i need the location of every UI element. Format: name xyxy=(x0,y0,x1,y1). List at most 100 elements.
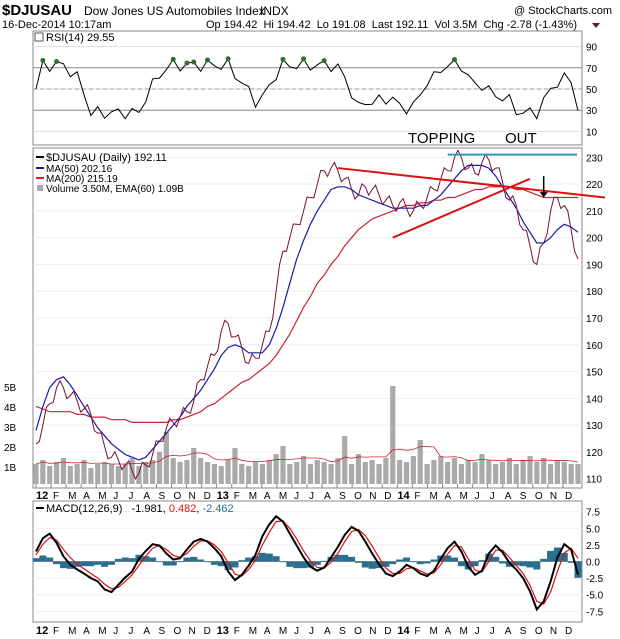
price-x-label: 13 xyxy=(217,490,229,502)
volume-tick-label: 4B xyxy=(4,403,17,414)
rsi-plot: 10 30 50 70 90 xyxy=(33,43,598,138)
price-x-label: O xyxy=(174,491,182,502)
macd-x-label: N xyxy=(189,626,196,637)
macd-x-label: M xyxy=(68,626,76,637)
macd-histogram-bar xyxy=(553,547,561,562)
price-x-label: N xyxy=(550,491,557,502)
macd-histogram-bar xyxy=(197,559,205,562)
price-tick-label: 160 xyxy=(586,341,603,352)
macd-x-label: A xyxy=(324,626,331,637)
volume-bar xyxy=(438,456,444,484)
macd-histogram-bar xyxy=(224,561,232,571)
volume-bar xyxy=(53,462,60,484)
macd-histogram-bar xyxy=(485,553,493,562)
price-x-label: M xyxy=(98,491,106,502)
volume-bar xyxy=(362,462,368,484)
macd-x-label: M xyxy=(279,626,287,637)
rsi-tick-label: 50 xyxy=(586,85,598,96)
macd-x-label: J xyxy=(309,626,314,637)
rsi-panel xyxy=(32,30,583,146)
macd-histogram-bar xyxy=(293,561,301,569)
volume-bar xyxy=(390,386,396,484)
macd-histogram-bar xyxy=(94,561,102,565)
volume-bar xyxy=(136,466,142,484)
price-x-label: O xyxy=(535,491,543,502)
macd-x-label: M xyxy=(460,626,468,637)
price-tick-label: 200 xyxy=(586,234,603,245)
volume-bar xyxy=(156,452,163,484)
volume-ema-line xyxy=(35,446,579,465)
down-arrow-icon xyxy=(539,192,548,198)
volume-bar xyxy=(348,464,355,484)
volume-bar xyxy=(397,460,403,484)
legend-volume-swatch xyxy=(37,185,43,191)
macd-x-label: M xyxy=(249,626,257,637)
macd-histogram-bar xyxy=(183,557,191,562)
volume-bar xyxy=(150,460,156,484)
volume-bar xyxy=(122,464,128,484)
macd-x-label: J xyxy=(490,626,495,637)
ma50-line xyxy=(35,164,579,461)
volume-tick-label: 2B xyxy=(4,443,17,454)
copyright: @ StockCharts.com xyxy=(514,5,612,17)
volume-bar xyxy=(534,462,540,484)
macd-histogram-bar xyxy=(300,561,308,569)
volume-bar xyxy=(458,464,464,484)
macd-histogram-bar xyxy=(409,561,417,563)
signal-line xyxy=(35,520,579,605)
volume-bar xyxy=(102,462,108,484)
volume-bar xyxy=(47,466,53,484)
macd-x-label: O xyxy=(535,626,543,637)
volume-bar xyxy=(81,460,87,484)
volume-bar xyxy=(273,454,279,484)
volume-bar xyxy=(493,464,499,484)
volume-bar xyxy=(67,466,73,484)
macd-histogram-bar xyxy=(423,561,431,564)
rsi-overbought-mark xyxy=(225,56,231,62)
down-arrow-icon xyxy=(592,23,600,28)
macd-x-label: N xyxy=(369,626,376,637)
quote-line: Op 194.42 Hi 194.42 Lo 191.08 Last 192.1… xyxy=(206,19,577,31)
volume-bar xyxy=(355,454,362,484)
macd-histogram-bar xyxy=(320,560,328,562)
price-tick-label: 210 xyxy=(586,207,603,218)
macd-histogram-bar xyxy=(245,557,253,562)
volume-bar xyxy=(424,464,430,484)
price-x-label: O xyxy=(354,491,362,502)
macd-histogram-bar xyxy=(101,561,109,567)
macd-histogram-bar xyxy=(121,557,129,562)
macd-histogram-bar xyxy=(368,561,376,569)
price-x-label: M xyxy=(279,491,287,502)
macd-histogram-bar xyxy=(32,558,40,562)
macd-x-label: S xyxy=(339,626,346,637)
price-tick-label: 150 xyxy=(586,368,603,379)
price-line xyxy=(35,149,579,481)
macd-histogram-bar xyxy=(354,561,362,563)
rsi-overbought-mark xyxy=(54,58,60,64)
volume-bar xyxy=(60,458,67,484)
price-x-label: 12 xyxy=(36,490,48,502)
price-x-label: J xyxy=(294,491,299,502)
macd-histogram-bar xyxy=(114,558,122,562)
price-x-label: N xyxy=(369,491,376,502)
macd-histogram-bar xyxy=(471,561,479,567)
macd-histogram-bar xyxy=(162,561,170,566)
price-x-label: J xyxy=(475,491,480,502)
volume-bar xyxy=(541,458,547,484)
volume-bar xyxy=(108,464,115,484)
macd-tick-label: 2.5 xyxy=(586,541,600,552)
macd-x-label: D xyxy=(384,626,391,637)
legend-price: $DJUSAU (Daily) 192.11 xyxy=(46,152,167,164)
macd-histogram-bar xyxy=(39,555,47,562)
volume-bar xyxy=(218,466,224,484)
legend-ma200: MA(200) 215.19 xyxy=(46,174,118,185)
volume-bar xyxy=(232,448,238,484)
volume-bar xyxy=(410,456,416,484)
macd-histogram-bar xyxy=(46,557,54,562)
macd-x-label: A xyxy=(143,626,150,637)
macd-histogram-bar xyxy=(87,561,95,567)
volume-bar xyxy=(95,464,101,484)
macd-histogram-bar xyxy=(155,561,163,563)
macd-histogram-bar xyxy=(457,561,465,567)
price-tick-label: 170 xyxy=(586,314,603,325)
